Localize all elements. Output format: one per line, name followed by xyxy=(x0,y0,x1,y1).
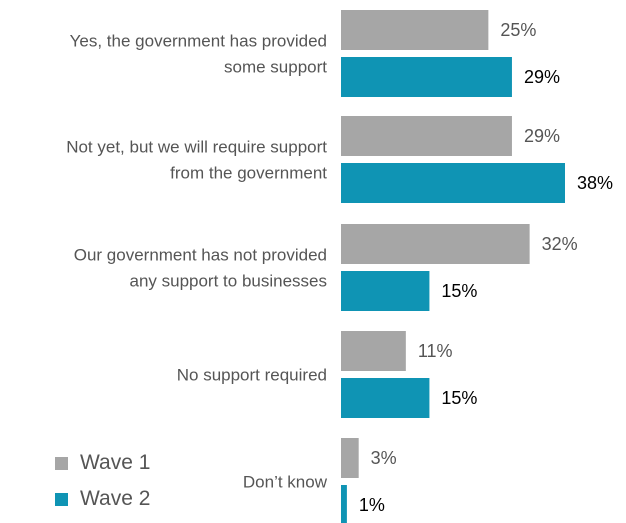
bar-wave-1 xyxy=(341,331,406,371)
category-label: from the government xyxy=(170,164,327,183)
legend-label-wave-2: Wave 2 xyxy=(80,487,151,510)
legend-item-wave-1: Wave 1 xyxy=(55,445,150,481)
legend: Wave 1 Wave 2 xyxy=(55,445,150,517)
bar-wave-2 xyxy=(341,163,565,203)
bar-wave-2 xyxy=(341,378,430,418)
data-label: 32% xyxy=(542,234,578,254)
bar-wave-1 xyxy=(341,10,489,50)
bar-wave-2 xyxy=(341,57,512,97)
category-label: Don’t know xyxy=(243,473,328,492)
data-label: 3% xyxy=(371,448,397,468)
data-label: 25% xyxy=(500,20,536,40)
bar-wave-1 xyxy=(341,116,512,156)
data-label: 15% xyxy=(441,388,477,408)
data-label: 1% xyxy=(359,495,385,515)
legend-swatch-wave-1 xyxy=(55,456,68,470)
data-label: 29% xyxy=(524,67,560,87)
category-label: any support to businesses xyxy=(129,272,327,291)
bar-wave-2 xyxy=(341,271,430,311)
bar-wave-1 xyxy=(341,224,530,264)
category-label: No support required xyxy=(177,366,327,385)
bar-wave-2 xyxy=(341,485,347,523)
data-label: 11% xyxy=(418,341,453,361)
legend-swatch-wave-2 xyxy=(55,492,68,506)
legend-label-wave-1: Wave 1 xyxy=(80,451,151,474)
bar-wave-1 xyxy=(341,438,359,478)
category-label: Our government has not provided xyxy=(74,246,327,265)
data-label: 38% xyxy=(577,173,613,193)
legend-item-wave-2: Wave 2 xyxy=(55,481,150,517)
category-label: some support xyxy=(224,58,327,77)
category-label: Not yet, but we will require support xyxy=(66,138,327,157)
category-label: Yes, the government has provided xyxy=(70,32,327,51)
data-label: 29% xyxy=(524,126,560,146)
data-label: 15% xyxy=(441,281,477,301)
